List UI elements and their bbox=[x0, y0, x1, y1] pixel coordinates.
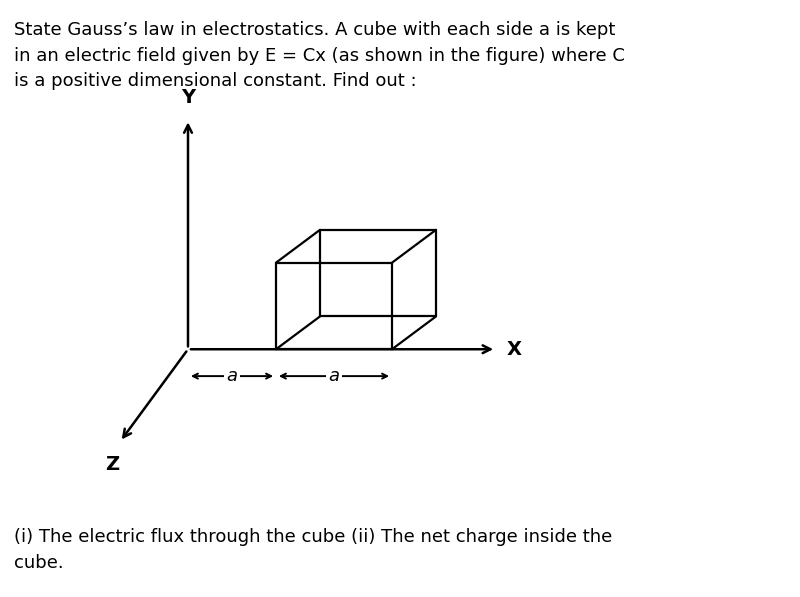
Text: $a$: $a$ bbox=[328, 367, 340, 385]
Text: $a$: $a$ bbox=[226, 367, 238, 385]
Text: X: X bbox=[506, 340, 522, 359]
Text: State Gauss’s law in electrostatics. A cube with each side a is kept
in an elect: State Gauss’s law in electrostatics. A c… bbox=[14, 21, 626, 90]
Text: (i) The electric flux through the cube (ii) The net charge inside the
cube.: (i) The electric flux through the cube (… bbox=[14, 528, 613, 572]
Text: Z: Z bbox=[105, 455, 119, 474]
Text: Y: Y bbox=[181, 88, 195, 107]
